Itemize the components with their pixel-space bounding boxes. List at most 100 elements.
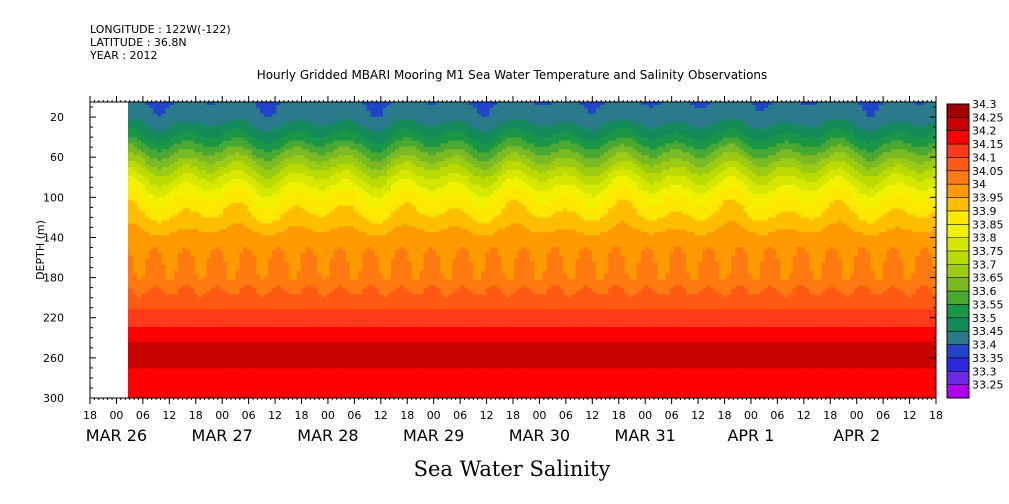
salinity-cell xyxy=(767,181,773,192)
salinity-cell xyxy=(563,149,568,159)
salinity-cell xyxy=(460,229,466,248)
salinity-cell xyxy=(190,102,195,124)
salinity-cell xyxy=(501,326,507,343)
salinity-cell xyxy=(153,326,159,343)
salinity-cell xyxy=(128,187,134,201)
salinity-cell xyxy=(784,297,790,310)
salinity-cell xyxy=(919,326,925,343)
salinity-cell xyxy=(538,104,544,127)
salinity-cell xyxy=(452,226,458,260)
salinity-cell xyxy=(636,309,642,328)
salinity-cell xyxy=(813,102,818,106)
salinity-cell xyxy=(136,149,142,156)
salinity-cell xyxy=(804,104,810,127)
salinity-cell xyxy=(727,128,732,139)
salinity-cell xyxy=(559,368,564,398)
salinity-cell xyxy=(608,193,613,210)
salinity-cell xyxy=(128,152,130,162)
salinity-cell xyxy=(370,161,376,171)
salinity-cell xyxy=(374,143,380,153)
salinity-cell xyxy=(895,122,900,133)
salinity-cell xyxy=(743,368,749,398)
salinity-cell xyxy=(186,229,191,251)
salinity-cell xyxy=(333,149,339,159)
salinity-cell xyxy=(173,134,179,145)
salinity-cell xyxy=(833,288,839,310)
salinity-cell xyxy=(776,122,781,136)
salinity-cell xyxy=(477,140,482,153)
salinity-cell xyxy=(153,196,159,210)
salinity-cell xyxy=(317,368,322,398)
salinity-cell xyxy=(288,368,294,398)
salinity-cell xyxy=(772,146,777,156)
salinity-cell xyxy=(182,140,187,150)
colorbar-label: 33.25 xyxy=(972,379,1004,392)
salinity-cell xyxy=(878,104,884,127)
salinity-cell xyxy=(218,176,224,189)
salinity-cell xyxy=(890,341,896,369)
salinity-cell xyxy=(907,297,913,310)
salinity-cell xyxy=(173,326,179,343)
y-axis-label: DEPTH (m) xyxy=(34,220,47,280)
salinity-cell xyxy=(165,107,171,130)
salinity-cell xyxy=(923,309,929,328)
salinity-cell xyxy=(694,107,699,130)
salinity-cell xyxy=(743,167,749,177)
salinity-cell xyxy=(198,199,204,216)
salinity-cell xyxy=(563,158,568,168)
salinity-cell xyxy=(239,146,245,156)
salinity-cell xyxy=(546,137,552,147)
salinity-cell xyxy=(878,181,884,192)
salinity-cell xyxy=(276,155,281,165)
salinity-cell xyxy=(534,170,540,180)
salinity-cell xyxy=(419,187,425,198)
salinity-cell xyxy=(624,152,630,162)
salinity-cell xyxy=(292,368,298,398)
x-tick-label: 06 xyxy=(665,409,679,422)
salinity-cell xyxy=(919,202,925,219)
salinity-cell xyxy=(272,326,277,343)
salinity-cell xyxy=(587,235,593,251)
salinity-cell xyxy=(829,368,835,398)
salinity-cell xyxy=(579,137,585,147)
salinity-cell xyxy=(882,326,888,343)
salinity-cell xyxy=(772,288,777,310)
salinity-cell xyxy=(448,326,454,343)
salinity-cell xyxy=(804,368,810,398)
salinity-cell xyxy=(858,193,863,207)
salinity-cell xyxy=(313,146,318,153)
salinity-cell xyxy=(796,199,802,216)
salinity-cell xyxy=(247,143,253,150)
salinity-cell xyxy=(767,368,773,398)
salinity-cell xyxy=(259,131,265,142)
salinity-cell xyxy=(780,122,785,136)
salinity-cell xyxy=(849,368,855,398)
salinity-cell xyxy=(210,232,216,251)
salinity-cell xyxy=(649,184,654,195)
salinity-cell xyxy=(522,181,527,192)
salinity-cell xyxy=(686,178,691,189)
salinity-cell xyxy=(530,161,536,171)
salinity-cell xyxy=(640,137,646,147)
salinity-cell xyxy=(407,170,413,180)
salinity-cell xyxy=(595,294,601,310)
salinity-cell xyxy=(673,131,679,142)
salinity-cell xyxy=(632,181,638,195)
salinity-cell xyxy=(304,143,310,150)
salinity-cell xyxy=(177,184,183,198)
salinity-cell xyxy=(186,326,191,343)
salinity-cell xyxy=(136,173,142,183)
salinity-cell xyxy=(579,288,585,310)
salinity-cell xyxy=(522,309,527,328)
salinity-cell xyxy=(567,341,572,369)
salinity-cell xyxy=(923,232,929,248)
salinity-cell xyxy=(882,152,888,162)
salinity-cell xyxy=(759,128,765,142)
salinity-cell xyxy=(497,326,503,343)
salinity-cell xyxy=(546,232,552,254)
salinity-cell xyxy=(251,326,257,343)
salinity-cell xyxy=(132,187,138,204)
salinity-cell xyxy=(669,288,675,310)
salinity-cell xyxy=(300,309,306,328)
salinity-cell xyxy=(431,217,437,233)
